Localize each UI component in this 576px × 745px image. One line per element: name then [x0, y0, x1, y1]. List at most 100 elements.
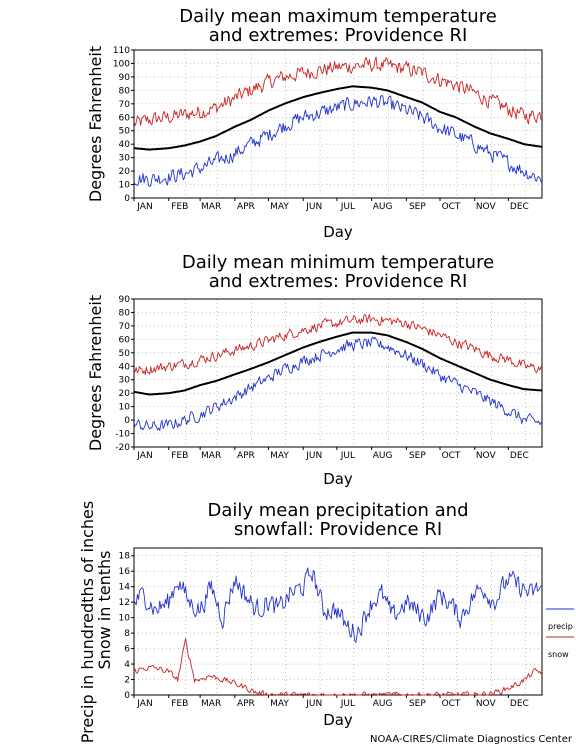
ytick-label-0-6: 60	[119, 113, 131, 123]
ytick-label-1-8: 60	[119, 335, 131, 345]
panel2-title-line1: Daily mean minimum temperature	[182, 252, 494, 273]
month-label-0-4: MAY	[270, 202, 289, 212]
ytick-label-1-1: -10	[115, 430, 130, 440]
month-label-0-3: APR	[237, 202, 255, 212]
ytick-label-1-7: 50	[119, 349, 131, 359]
max-temp-panel: Daily mean maximum temperature and extre…	[86, 6, 543, 241]
panel3-ylabel-line1: Precip in hundredths of inches	[78, 501, 97, 743]
panel3-title-line2: snowfall: Providence RI	[234, 519, 442, 540]
panel2-ylabel: Degrees Fahrenheit	[86, 295, 105, 451]
month-label-0-10: NOV	[476, 202, 497, 212]
panel3-ylabel-line2: Snow in tenths	[95, 551, 114, 670]
month-label-2-8: SEP	[409, 699, 426, 709]
month-label-0-7: AUG	[373, 202, 393, 212]
panel2-title-line2: and extremes: Providence RI	[209, 271, 468, 292]
ytick-label-0-9: 90	[119, 73, 131, 83]
ytick-label-0-10: 100	[113, 59, 130, 69]
month-label-0-2: MAR	[201, 202, 221, 212]
series-mean-line-1	[133, 331, 543, 396]
month-label-1-1: FEB	[171, 451, 188, 461]
ytick-label-1-11: 90	[119, 295, 131, 305]
ytick-label-2-8: 16	[119, 567, 131, 577]
series-max-line-1	[133, 313, 543, 375]
month-label-2-1: FEB	[171, 699, 188, 709]
ytick-label-0-3: 30	[119, 154, 131, 164]
legend-snow-label: snow	[548, 650, 569, 659]
series-min-line-0	[133, 94, 543, 187]
plot-frame-0	[133, 49, 543, 199]
month-label-1-6: JUL	[340, 451, 355, 461]
series-max-line-0	[133, 56, 543, 127]
month-label-2-11: DEC	[510, 699, 529, 709]
ytick-label-1-6: 40	[119, 362, 131, 372]
legend-precip-label: precip	[548, 622, 573, 631]
precip-panel: Daily mean precipitation and snowfall: P…	[78, 500, 574, 743]
series-precip-line-2	[133, 567, 543, 643]
ytick-label-0-11: 110	[113, 46, 130, 56]
ytick-label-1-10: 80	[119, 308, 131, 318]
ytick-label-2-3: 6	[124, 645, 130, 655]
month-label-1-4: MAY	[270, 451, 289, 461]
ytick-label-1-5: 30	[119, 376, 131, 386]
ytick-label-2-7: 14	[119, 583, 131, 593]
month-label-0-11: DEC	[510, 202, 529, 212]
min-temp-panel: Daily mean minimum temperature and extre…	[86, 252, 543, 488]
ytick-label-0-0: 0	[124, 194, 130, 204]
ytick-label-0-4: 40	[119, 140, 131, 150]
month-label-2-9: OCT	[442, 699, 461, 709]
ytick-label-2-0: 0	[124, 691, 130, 701]
ytick-label-2-4: 8	[124, 629, 130, 639]
month-label-1-8: SEP	[409, 451, 426, 461]
ytick-label-2-1: 2	[124, 676, 130, 686]
panel1-xlabel: Day	[323, 223, 353, 241]
month-label-1-5: JUN	[305, 451, 322, 461]
month-label-0-0: JAN	[136, 202, 152, 212]
ytick-label-1-9: 70	[119, 322, 131, 332]
ytick-label-0-5: 50	[119, 127, 131, 137]
panel1-title-line1: Daily mean maximum temperature	[179, 6, 497, 27]
month-label-1-0: JAN	[136, 451, 152, 461]
ytick-label-0-7: 70	[119, 100, 131, 110]
month-label-2-0: JAN	[136, 699, 152, 709]
month-label-2-5: JUN	[305, 699, 322, 709]
ytick-label-1-4: 20	[119, 389, 131, 399]
month-label-0-9: OCT	[442, 202, 461, 212]
panel1-title-line2: and extremes: Providence RI	[209, 25, 468, 46]
panel2-xlabel: Day	[323, 470, 353, 488]
series-snow-line-2	[133, 637, 543, 696]
ytick-label-1-2: 0	[124, 416, 130, 426]
ytick-label-0-8: 80	[119, 86, 131, 96]
month-label-2-2: MAR	[201, 699, 221, 709]
panel1-ylabel: Degrees Fahrenheit	[86, 46, 105, 202]
month-label-2-4: MAY	[270, 699, 289, 709]
month-label-0-1: FEB	[171, 202, 188, 212]
month-label-1-11: DEC	[510, 451, 529, 461]
panel3-xlabel: Day	[323, 711, 353, 729]
month-label-0-8: SEP	[409, 202, 426, 212]
month-label-1-7: AUG	[373, 451, 393, 461]
ytick-label-1-0: -20	[115, 443, 130, 453]
month-label-1-10: NOV	[476, 451, 497, 461]
month-label-1-3: APR	[237, 451, 255, 461]
ytick-label-2-6: 12	[119, 598, 130, 608]
month-label-2-10: NOV	[476, 699, 497, 709]
ytick-label-2-9: 18	[119, 552, 131, 562]
ytick-label-0-2: 20	[119, 167, 131, 177]
plot-frame-1	[133, 298, 543, 448]
ytick-label-0-1: 10	[119, 181, 131, 191]
ytick-label-2-2: 4	[124, 660, 130, 670]
month-label-0-5: JUN	[305, 202, 322, 212]
month-label-2-7: AUG	[373, 699, 393, 709]
plot-frame-2	[133, 547, 543, 696]
series-min-line-1	[133, 336, 543, 431]
month-label-2-3: APR	[237, 699, 255, 709]
month-label-1-9: OCT	[442, 451, 461, 461]
month-label-2-6: JUL	[340, 699, 355, 709]
series-mean-line-0	[133, 85, 543, 151]
credit-text: NOAA-CIRES/Climate Diagnostics Center	[370, 734, 573, 745]
panel3-title-line1: Daily mean precipitation and	[207, 500, 468, 521]
month-label-1-2: MAR	[201, 451, 221, 461]
month-label-0-6: JUL	[340, 202, 355, 212]
ytick-label-1-3: 10	[119, 403, 131, 413]
